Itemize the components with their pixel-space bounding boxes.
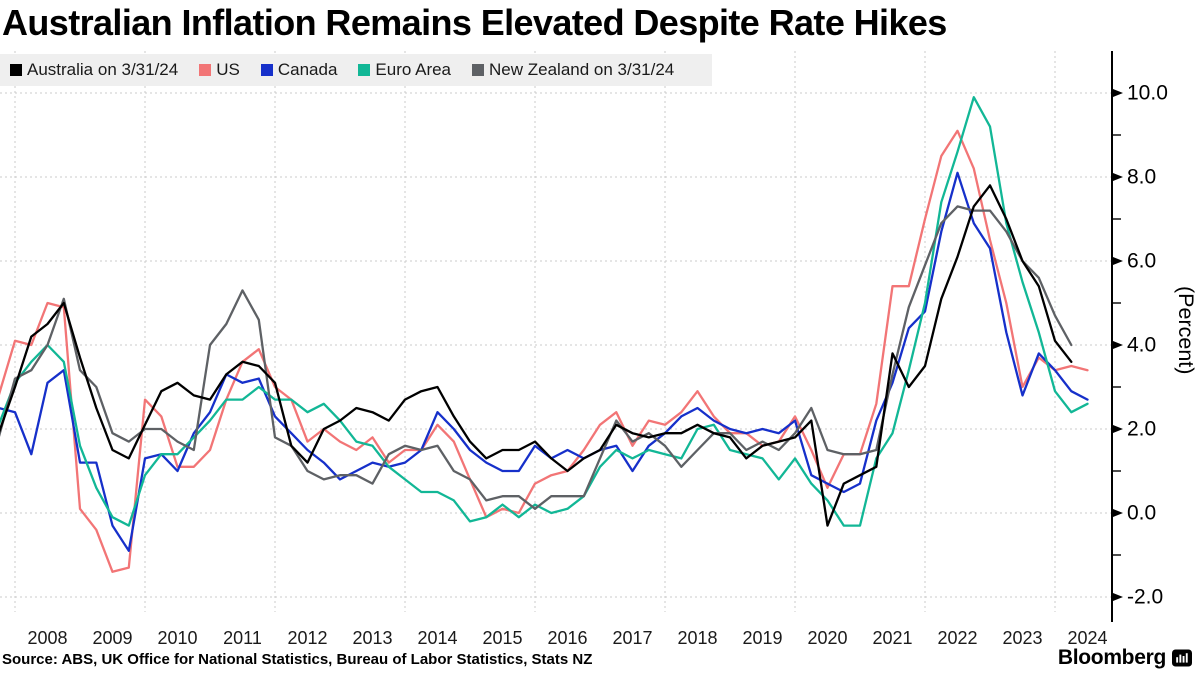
legend-swatch-australia [10, 64, 22, 76]
legend-item-new-zealand: New Zealand on 3/31/24 [472, 60, 674, 80]
series-line-us [0, 129, 1089, 573]
y-axis-major-tick [1113, 509, 1123, 517]
series-line-australia-on-3-31-24 [0, 184, 1073, 527]
y-axis-major-tick [1113, 173, 1123, 181]
y-axis-tick-label: 10.0 [1127, 82, 1168, 105]
x-axis-tick-label: 2024 [1067, 628, 1107, 648]
y-axis-tick-label: 6.0 [1127, 250, 1156, 273]
y-axis-unit-label: (Percent) [1174, 285, 1198, 375]
legend-item-euro-area: Euro Area [358, 60, 451, 80]
legend-swatch-new-zealand [472, 64, 485, 76]
legend-label-us: US [216, 60, 240, 79]
bloomberg-terminal-icon [1172, 649, 1192, 667]
chart-legend: Australia on 3/31/24 US Canada Euro Area… [0, 54, 712, 86]
x-axis-tick-label: 2011 [223, 628, 262, 648]
x-axis-tick-label: 2009 [92, 628, 132, 648]
y-axis-major-tick [1113, 257, 1123, 265]
x-axis-tick-label: 2010 [157, 628, 197, 648]
y-axis-tick-label: -2.0 [1127, 586, 1163, 609]
x-axis-tick-label: 2012 [287, 628, 327, 648]
x-axis-tick-label: 2013 [352, 628, 392, 648]
bloomberg-branding: Bloomberg [1058, 646, 1192, 670]
x-axis-tick-label: 2022 [937, 628, 977, 648]
legend-item-canada: Canada [260, 60, 338, 80]
y-axis-major-tick [1113, 425, 1123, 433]
x-axis-tick-label: 2008 [27, 628, 67, 648]
legend-label-australia: Australia on 3/31/24 [27, 60, 179, 79]
x-axis-tick-label: 2015 [482, 628, 522, 648]
page-title: Australian Inflation Remains Elevated De… [2, 2, 947, 43]
legend-swatch-canada [260, 64, 273, 76]
legend-item-us: US [199, 60, 240, 80]
x-axis-tick-label: 2021 [872, 628, 912, 648]
y-axis-tick-label: 8.0 [1127, 166, 1156, 189]
y-axis-tick-label: 0.0 [1127, 502, 1156, 525]
y-axis-tick-label: 2.0 [1127, 418, 1156, 441]
legend-label-canada: Canada [277, 60, 338, 79]
y-axis-major-tick [1113, 341, 1123, 349]
x-axis-tick-label: 2023 [1002, 628, 1042, 648]
legend-swatch-euro-area [358, 64, 371, 76]
x-axis-tick-label: 2017 [612, 628, 652, 648]
x-axis-tick-label: 2019 [742, 628, 782, 648]
x-axis-tick-label: 2020 [807, 628, 847, 648]
y-axis-major-tick [1113, 89, 1123, 97]
source-attribution: Source: ABS, UK Office for National Stat… [2, 651, 593, 668]
series-line-canada [0, 171, 1089, 552]
legend-swatch-us [199, 64, 212, 76]
legend-label-euro-area: Euro Area [375, 60, 452, 79]
bloomberg-wordmark: Bloomberg [1057, 646, 1166, 669]
y-axis-major-tick [1113, 593, 1123, 601]
y-axis-tick-label: 4.0 [1127, 334, 1156, 357]
x-axis-tick-label: 2014 [417, 628, 457, 648]
series-line-new-zealand-on-3-31-24 [0, 205, 1073, 510]
x-axis-tick-label: 2018 [677, 628, 717, 648]
x-axis-tick-label: 2016 [547, 628, 587, 648]
legend-label-new-zealand: New Zealand on 3/31/24 [489, 60, 675, 79]
legend-item-australia: Australia on 3/31/24 [10, 60, 178, 80]
